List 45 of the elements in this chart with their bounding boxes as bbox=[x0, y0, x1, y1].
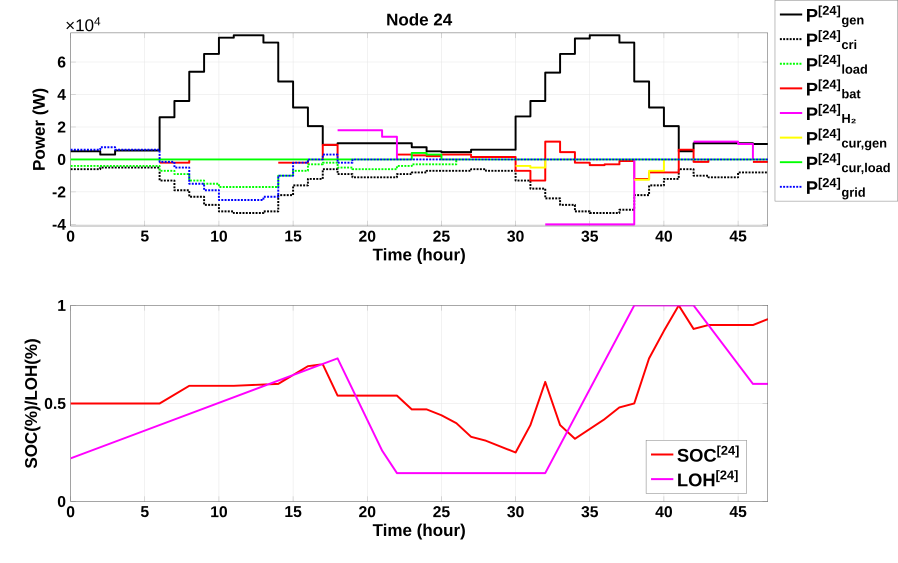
x-tick-label: 35 bbox=[581, 230, 598, 242]
y-tick-label: 0 bbox=[58, 154, 66, 165]
legend-label: SOC$^{[24]}$ bbox=[677, 445, 739, 462]
legend-label: P$^{[24]}$cur,gen bbox=[807, 128, 886, 150]
x-tick-label: 15 bbox=[285, 506, 302, 517]
x-tick-label: 5 bbox=[140, 230, 149, 242]
x-tick-label: 10 bbox=[211, 506, 227, 518]
legend-label: P$^{[24]}$H₂ bbox=[807, 104, 856, 124]
x-tick-label: 45 bbox=[730, 506, 746, 517]
text: ×10$^{4}$ bbox=[66, 17, 100, 32]
x-tick-label: 10 bbox=[211, 230, 228, 242]
x-tick-label: 35 bbox=[581, 506, 598, 518]
legend-label: P$^{[24]}$bat bbox=[807, 79, 861, 98]
x-tick-label: 25 bbox=[433, 506, 450, 518]
y-tick-label: -2 bbox=[52, 186, 66, 198]
y-tick-label: 4 bbox=[58, 88, 66, 100]
legend-label: P$^{[24]}$cri bbox=[807, 30, 856, 50]
x-tick-label: 40 bbox=[655, 230, 672, 242]
x-tick-label: 0 bbox=[66, 506, 74, 518]
y-tick-label: 0.5 bbox=[44, 398, 66, 409]
legend-label: P$^{[24]}$grid bbox=[807, 178, 865, 200]
x-axis-title: Time (hour) bbox=[372, 248, 465, 264]
y-axis-title: Power (W) bbox=[32, 88, 48, 170]
y-axis-title: SOC(%)/LOH(%) bbox=[24, 339, 40, 468]
y-tick-label: 2 bbox=[58, 121, 66, 132]
x-tick-label: 30 bbox=[507, 230, 524, 242]
x-tick-label: 45 bbox=[730, 230, 746, 242]
x-tick-label: 20 bbox=[359, 230, 376, 242]
x-tick-label: 25 bbox=[433, 230, 450, 242]
x-tick-label: 5 bbox=[140, 506, 149, 517]
x-tick-label: 15 bbox=[285, 230, 302, 242]
legend-label: LOH$^{[24]}$ bbox=[678, 470, 738, 486]
x-tick-label: 20 bbox=[359, 506, 376, 518]
y-tick-label: -4 bbox=[52, 218, 66, 230]
legend-label: P$^{[24]}$cur,load bbox=[807, 153, 890, 174]
y-tick-label: 0 bbox=[58, 496, 66, 507]
y-tick-label: 6 bbox=[58, 56, 66, 68]
x-axis-title: Time (hour) bbox=[372, 523, 465, 540]
x-tick-label: 40 bbox=[655, 506, 672, 518]
x-tick-label: 30 bbox=[507, 506, 524, 518]
legend-label: P$^{[24]}$load bbox=[807, 54, 867, 74]
chart-title: Node 24 bbox=[387, 12, 452, 26]
x-tick-label: 0 bbox=[66, 230, 74, 242]
y-tick-label: 1 bbox=[58, 300, 66, 311]
legend-label: P$^{[24]}$gen bbox=[807, 5, 864, 27]
